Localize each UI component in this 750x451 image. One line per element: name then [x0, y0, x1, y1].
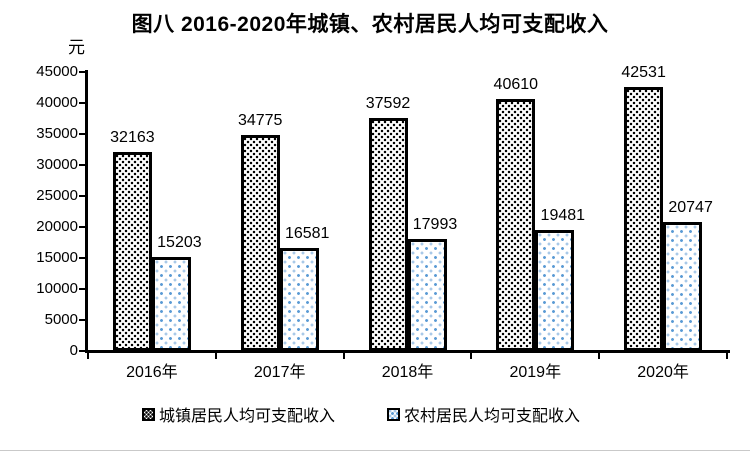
value-label: 32163	[110, 128, 155, 146]
y-axis-tick	[79, 288, 86, 290]
x-axis-tick	[598, 353, 601, 359]
y-tick-label: 10000	[36, 280, 78, 297]
legend-label: 城镇居民人均可支配收入	[158, 408, 335, 425]
legend-label: 农村居民人均可支配收入	[404, 408, 581, 425]
legend-marker-urban-icon	[141, 407, 155, 421]
y-axis-line	[85, 70, 88, 353]
y-axis-tick	[79, 195, 86, 197]
y-tick-label: 35000	[36, 125, 78, 142]
y-tick-label: 30000	[36, 156, 78, 173]
y-axis-tick	[79, 226, 86, 228]
bar-rural-2017年	[279, 248, 319, 351]
x-axis-tick	[342, 353, 345, 359]
x-axis-tick	[87, 353, 89, 359]
value-label: 17993	[412, 216, 458, 234]
bar-urban-2016年	[112, 151, 152, 351]
bar-rural-2020年	[663, 222, 703, 351]
x-axis-label: 2019年	[509, 364, 562, 381]
y-tick-label: 5000	[44, 311, 78, 328]
value-label: 15203	[157, 233, 202, 251]
bar-urban-2018年	[368, 117, 408, 351]
bar-urban-2019年	[496, 99, 536, 351]
x-axis-label: 2020年	[637, 364, 689, 381]
y-axis-tick	[79, 133, 86, 135]
y-axis-tick	[79, 350, 86, 352]
chart-title: 图八 2016-2020年城镇、农村居民人均可支配收入	[131, 13, 609, 36]
bar-urban-2017年	[240, 135, 280, 351]
y-tick-label: 15000	[36, 249, 78, 266]
y-axis-tick	[79, 71, 86, 73]
value-label: 16581	[284, 225, 330, 243]
y-tick-label: 0	[69, 342, 78, 359]
value-label: 42531	[621, 64, 666, 82]
y-tick-label: 20000	[36, 218, 78, 235]
bar-rural-2018年	[407, 239, 447, 351]
x-axis-label: 2016年	[126, 364, 178, 381]
bar-rural-2016年	[151, 256, 191, 351]
x-axis-tick	[214, 353, 217, 359]
x-axis-tick	[470, 353, 473, 359]
legend-item: 农村居民人均可支配收入	[387, 402, 580, 426]
y-axis-tick	[79, 257, 86, 259]
value-label: 34775	[237, 112, 283, 130]
y-tick-label: 45000	[36, 63, 78, 80]
bar-urban-2020年	[624, 87, 664, 351]
value-label: 40610	[493, 76, 539, 94]
x-axis-tick	[726, 353, 728, 359]
y-tick-label: 25000	[36, 187, 78, 204]
legend: 城镇居民人均可支配收入 农村居民人均可支配收入	[0, 402, 736, 426]
y-axis-tick	[79, 164, 86, 166]
value-label: 20747	[668, 199, 713, 217]
x-axis-label: 2017年	[253, 364, 306, 381]
x-axis-label: 2018年	[381, 364, 434, 381]
legend-item: 城镇居民人均可支配收入	[141, 402, 335, 426]
value-label: 19481	[540, 207, 586, 225]
x-axis-line	[85, 350, 730, 353]
y-axis-tick	[79, 319, 86, 321]
value-label: 37592	[365, 94, 411, 112]
y-axis-tick	[79, 102, 86, 104]
y-axis-unit-label: 元	[68, 38, 85, 57]
bar-rural-2019年	[535, 230, 575, 351]
y-tick-label: 40000	[36, 94, 78, 111]
legend-marker-rural-icon	[387, 407, 400, 421]
